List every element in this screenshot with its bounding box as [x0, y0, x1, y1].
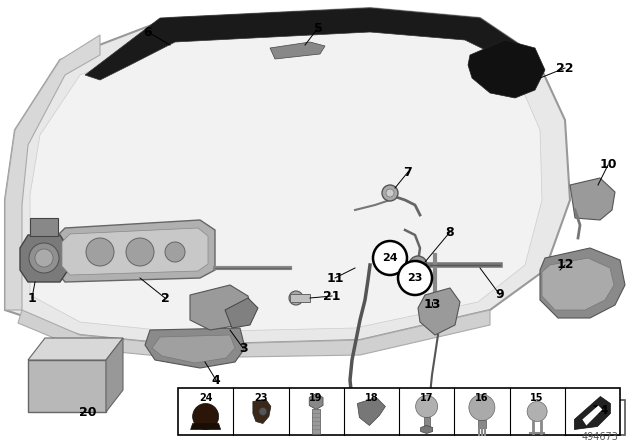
Polygon shape [5, 8, 570, 345]
Polygon shape [570, 178, 615, 220]
Text: 17: 17 [420, 393, 433, 403]
Circle shape [527, 401, 547, 422]
Polygon shape [190, 285, 252, 330]
Text: 10: 10 [599, 159, 617, 172]
Text: 15: 15 [531, 393, 544, 403]
Circle shape [382, 185, 398, 201]
Polygon shape [309, 393, 323, 409]
Polygon shape [145, 328, 245, 368]
Text: 6: 6 [144, 26, 152, 39]
Polygon shape [420, 426, 433, 434]
Text: 3: 3 [239, 341, 247, 354]
Circle shape [86, 238, 114, 266]
Circle shape [373, 241, 407, 275]
Text: 4: 4 [212, 374, 220, 387]
Text: 21: 21 [323, 289, 340, 302]
Text: 24: 24 [382, 253, 398, 263]
Text: 494673: 494673 [581, 432, 618, 442]
Text: 23: 23 [254, 393, 268, 403]
Bar [178, 388, 620, 435]
Text: 14: 14 [591, 404, 609, 417]
Polygon shape [5, 35, 100, 310]
Polygon shape [191, 423, 221, 430]
Text: 24: 24 [199, 393, 212, 403]
Bar [28, 360, 106, 412]
Text: 13: 13 [423, 298, 441, 311]
Bar [290, 294, 310, 302]
Bar [478, 421, 486, 428]
Text: 7: 7 [404, 165, 412, 178]
Circle shape [126, 238, 154, 266]
Circle shape [386, 189, 394, 197]
Polygon shape [85, 8, 535, 80]
Polygon shape [62, 228, 208, 275]
Circle shape [35, 249, 53, 267]
Text: 5: 5 [314, 22, 323, 34]
Bar [30, 218, 58, 236]
Text: 2: 2 [161, 292, 170, 305]
Polygon shape [28, 338, 123, 360]
Bar [312, 409, 320, 435]
Text: 18: 18 [365, 393, 378, 403]
Polygon shape [106, 338, 123, 412]
Text: 16: 16 [475, 393, 488, 403]
Circle shape [398, 261, 432, 295]
Polygon shape [253, 400, 271, 423]
Circle shape [409, 256, 427, 274]
Polygon shape [574, 396, 611, 430]
Circle shape [165, 242, 185, 262]
Polygon shape [30, 28, 542, 332]
Polygon shape [542, 258, 614, 310]
Polygon shape [582, 405, 602, 426]
Polygon shape [18, 310, 490, 358]
Polygon shape [55, 220, 215, 282]
Text: 12: 12 [556, 258, 573, 271]
Polygon shape [20, 235, 68, 282]
Text: 23: 23 [407, 273, 422, 283]
Circle shape [413, 260, 423, 270]
Polygon shape [270, 42, 325, 59]
Bar [565, 400, 625, 435]
Circle shape [259, 408, 267, 415]
Text: 20: 20 [79, 405, 97, 418]
Text: 8: 8 [445, 225, 454, 238]
Polygon shape [152, 335, 235, 363]
Circle shape [415, 396, 438, 418]
Polygon shape [357, 397, 385, 426]
Circle shape [289, 291, 303, 305]
Polygon shape [225, 298, 258, 328]
Polygon shape [540, 248, 625, 318]
Circle shape [29, 243, 59, 273]
Circle shape [469, 395, 495, 421]
Text: 22: 22 [556, 61, 573, 74]
Bar [424, 418, 429, 431]
Text: 11: 11 [326, 271, 344, 284]
Polygon shape [468, 40, 545, 98]
Text: 19: 19 [309, 393, 323, 403]
Circle shape [193, 404, 219, 430]
Text: 9: 9 [496, 289, 504, 302]
Polygon shape [418, 288, 460, 335]
Text: 1: 1 [28, 292, 36, 305]
